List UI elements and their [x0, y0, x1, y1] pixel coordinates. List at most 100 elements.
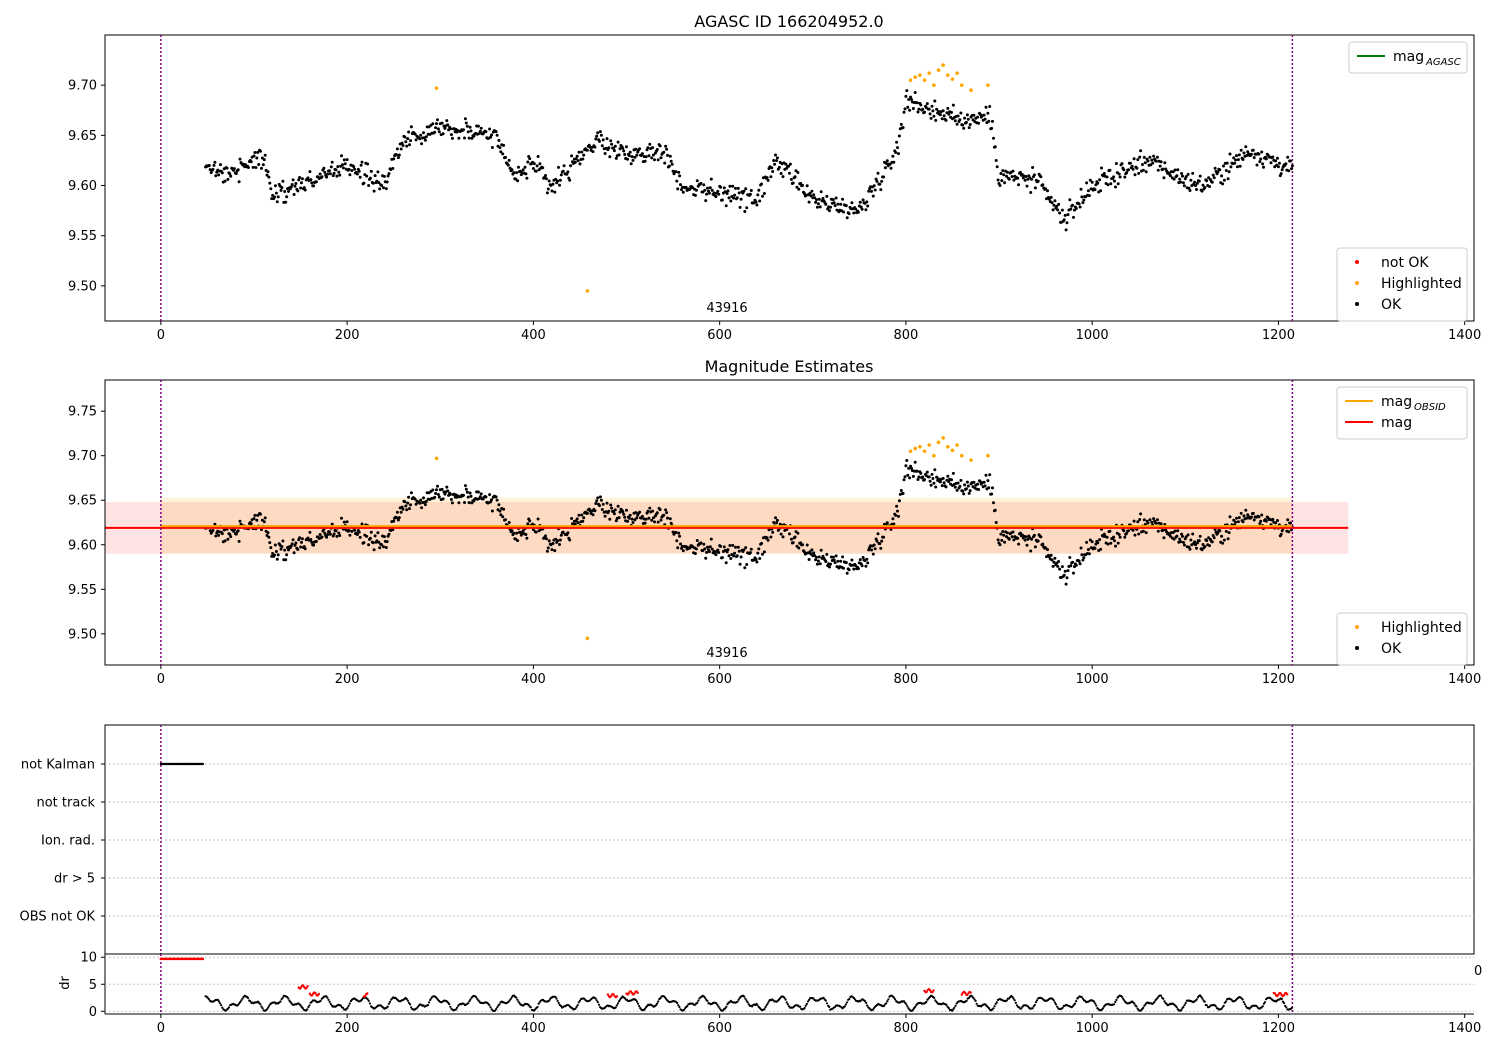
panel2-ok-point: [710, 547, 714, 551]
panel1-ok-point: [956, 114, 960, 118]
panel1-ok-point: [414, 138, 418, 142]
panel2-ok-point: [226, 537, 230, 541]
panel1-ok-point: [880, 179, 884, 183]
panel1-ok-point: [335, 174, 339, 178]
panel2-ok-point: [757, 547, 761, 551]
panel2-ok-point: [983, 484, 987, 488]
panel2-ok-point: [1072, 571, 1075, 575]
panel1-ok-point: [1188, 189, 1192, 192]
panel2-ok-point: [944, 485, 948, 489]
panel2-ok-point: [878, 542, 882, 546]
dr-ok-point: [911, 1008, 915, 1011]
panel1-ok-point: [211, 167, 215, 171]
panel2-ok-point: [392, 519, 396, 523]
panel2-ok-point: [987, 486, 991, 490]
panel2-ok-point: [378, 546, 382, 550]
dr-ok-point: [676, 1001, 679, 1005]
panel1-ok-point: [966, 117, 970, 121]
panel2-ok-point: [440, 487, 444, 491]
panel2-ok-point: [404, 504, 408, 508]
panel2-ok-point: [217, 533, 221, 537]
dr-ok-point: [843, 1005, 846, 1008]
panel1-ok-point: [591, 150, 595, 154]
panel1-xtick-label: 1200: [1262, 328, 1295, 343]
panel1-ok-point: [678, 174, 682, 178]
dr-bad-point: [1277, 993, 1280, 997]
panel2-xtick-label: 1200: [1262, 672, 1295, 687]
dr-ok-point: [260, 1005, 263, 1008]
dr-ok-point: [844, 1003, 848, 1006]
panel1-ok-point: [815, 198, 818, 202]
panel2-ok-point: [986, 479, 990, 483]
dr-ok-point: [637, 1002, 640, 1005]
panel1-ok-point: [706, 186, 709, 190]
panel1-ok-point: [342, 158, 346, 162]
panel1-ytick-label: 9.55: [68, 229, 97, 244]
panel1-ok-point: [755, 203, 759, 207]
dr-bad-point: [610, 994, 613, 998]
dr-bad-point: [963, 991, 967, 995]
panel1-ok-point: [1005, 174, 1008, 178]
panel1-ok-point: [1274, 159, 1278, 163]
panel1-ok-point: [1227, 170, 1231, 174]
panel2-ok-point: [418, 501, 422, 505]
panel1-ok-point: [440, 121, 444, 125]
panel1-ok-point: [1071, 203, 1075, 207]
panel1-ok-point: [1106, 183, 1110, 187]
panel1-ok-point: [923, 110, 926, 114]
dr-bad-point: [932, 989, 935, 992]
panel1-ok-point: [1276, 156, 1279, 160]
panel2-ok-point: [373, 534, 377, 538]
panel2-ok-point: [1011, 530, 1015, 534]
panel2-ok-point: [754, 557, 758, 561]
panel1-ok-point: [352, 165, 356, 169]
panel1-ok-point: [623, 153, 627, 156]
dr-ok-point: [933, 996, 936, 1000]
panel1-ok-point: [984, 105, 988, 109]
panel1-ok-point: [1244, 145, 1248, 149]
panel2-ok-point: [631, 521, 635, 524]
panel1-ok-point: [1086, 189, 1090, 193]
panel1-ok-point: [378, 187, 382, 191]
panel1-ok-point: [858, 200, 862, 204]
panel1-ok-point: [1074, 207, 1078, 210]
panel1-ok-point: [296, 189, 300, 193]
panel2-highlighted-point: [941, 436, 945, 440]
panel2-ok-point: [1081, 558, 1085, 562]
panel1-ok-point: [1117, 172, 1121, 176]
dr-ok-point: [308, 1004, 311, 1007]
panel2-ok-point: [499, 513, 503, 517]
dr-ok-point: [952, 1008, 955, 1011]
panel1-ok-point: [497, 138, 501, 142]
dr-ok-point: [1014, 1001, 1017, 1005]
panel2-ok-point: [875, 539, 879, 543]
panel2-ok-point: [729, 557, 733, 560]
panel1-ok-point: [404, 140, 408, 144]
panel1-ok-point: [1200, 189, 1204, 193]
panel2-ok-point: [274, 550, 278, 553]
dr-ok-point: [405, 997, 408, 1001]
panel2-ok-point: [788, 532, 791, 536]
panel2-ok-point: [699, 541, 703, 545]
panel2-ok-point: [627, 516, 631, 520]
panel1-ok-point: [234, 172, 238, 175]
panel1-ok-point: [504, 155, 507, 159]
panel1-ok-point: [1123, 175, 1127, 179]
panel1-ok-point: [384, 187, 388, 191]
dr-ok-point: [517, 1000, 520, 1003]
panel1-ok-point: [436, 118, 439, 122]
panel1-ok-point: [212, 163, 216, 167]
panel1-ok-point: [401, 144, 405, 147]
panel1-ok-point: [1093, 188, 1097, 192]
dr-ok-point: [1175, 1006, 1178, 1009]
panel1-ok-point: [927, 107, 931, 111]
dr-ok-point: [556, 999, 559, 1003]
panel2-highlighted-point: [932, 453, 936, 458]
panel1-ok-point: [699, 181, 703, 185]
panel1-ok-point: [760, 182, 764, 186]
panel2-ok-point: [1287, 530, 1291, 534]
panel2-ok-point: [865, 557, 869, 561]
panel2-highlighted-point: [986, 453, 990, 458]
panel2-ok-point: [968, 489, 972, 493]
panel1-ok-point: [794, 169, 798, 173]
